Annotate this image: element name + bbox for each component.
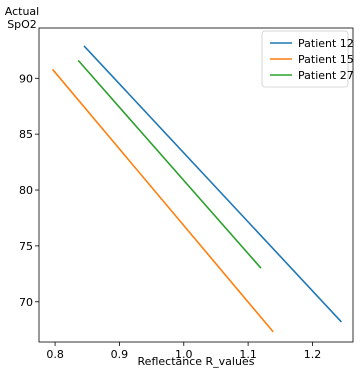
x-tick-label: 1.0	[175, 348, 193, 361]
y-tick-label: 75	[19, 240, 33, 253]
x-axis-ticks: 0.8 0.9 1.0 1.1 1.2	[46, 342, 321, 361]
legend-label: Patient 15	[298, 53, 354, 66]
series-line-patient-15	[51, 68, 274, 333]
y-axis-ticks: 70 75 80 85 90	[19, 72, 39, 309]
series-line-patient-27	[77, 59, 262, 269]
x-tick-label: 0.8	[46, 348, 64, 361]
y-tick-label: 70	[19, 296, 33, 309]
legend-label: Patient 12	[298, 37, 354, 50]
legend: Patient 12 Patient 15 Patient 27	[261, 30, 354, 88]
x-tick-label: 0.9	[111, 348, 129, 361]
x-tick-label: 1.2	[304, 348, 322, 361]
series-lines	[51, 45, 342, 333]
series-line-patient-12	[83, 45, 342, 323]
x-tick-label: 1.1	[239, 348, 257, 361]
legend-box	[261, 30, 349, 88]
y-axis-title-line-1: Actual	[5, 5, 39, 18]
legend-label: Patient 27	[298, 69, 354, 82]
y-tick-label: 85	[19, 128, 33, 141]
y-axis-title-line-2: SpO2	[7, 18, 37, 31]
y-tick-label: 80	[19, 184, 33, 197]
x-axis-title: Reflectance R_values	[138, 355, 255, 368]
y-tick-label: 90	[19, 72, 33, 85]
